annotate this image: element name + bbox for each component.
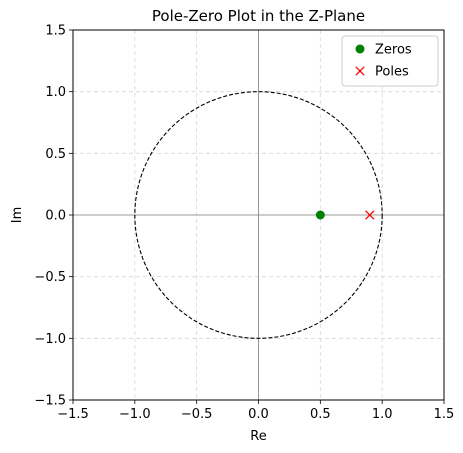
- x-tick-label: 1.0: [372, 407, 393, 422]
- legend-zero-marker: [355, 44, 365, 54]
- y-tick-label: 1.5: [45, 24, 66, 39]
- legend: Zeros Poles: [341, 35, 439, 87]
- y-tick-label: −0.5: [34, 270, 66, 285]
- y-axis-label: Im: [10, 207, 25, 224]
- data-points: [315, 210, 375, 220]
- x-axis-label: Re: [250, 429, 266, 444]
- chart-title: Pole-Zero Plot in the Z-Plane: [152, 7, 365, 25]
- x-tick-label: −1.5: [57, 407, 89, 422]
- x-tick-label: 0.5: [310, 407, 331, 422]
- y-tick-label: 0.0: [45, 209, 66, 224]
- legend-box: [341, 35, 439, 87]
- legend-pole-marker: [355, 66, 365, 76]
- y-tick-label: −1.5: [34, 394, 66, 409]
- y-tick-label: −1.0: [34, 332, 66, 347]
- y-tick-label: 1.0: [45, 85, 66, 100]
- x-tick-label: 0.0: [248, 407, 269, 422]
- axis-ticks: −1.5 −1.0 −0.5 0.0 0.5 1.0 1.5 −1.5 −1.0 −0.5 0.0 0…: [34, 24, 454, 423]
- zero-marker: [315, 210, 325, 220]
- x-tick-label: 1.5: [434, 407, 455, 422]
- legend-label: Zeros: [375, 43, 412, 58]
- unit-circle-layer: [134, 91, 383, 339]
- y-tick-label: 0.5: [45, 147, 66, 162]
- pole-marker-stroke: [365, 210, 375, 220]
- x-tick-label: −0.5: [181, 407, 213, 422]
- pole-marker: [365, 210, 375, 220]
- legend-pole-stroke: [355, 66, 365, 76]
- x-tick-label: −1.0: [119, 407, 151, 422]
- legend-label: Poles: [375, 65, 409, 80]
- unit-circle: [134, 91, 383, 339]
